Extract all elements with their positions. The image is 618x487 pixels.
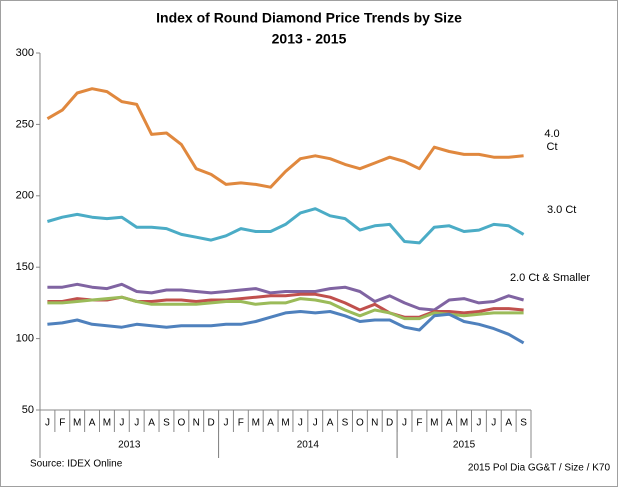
x-tick-label: N: [371, 418, 378, 429]
series-label: 3.0 Ct: [547, 204, 577, 216]
y-tick-label: 250: [16, 118, 34, 130]
x-tick-label: J: [476, 418, 481, 429]
x-tick-label: A: [89, 418, 96, 429]
y-tick-label: 100: [16, 333, 34, 345]
series-line: [46, 207, 525, 245]
series-line: [47, 282, 525, 312]
x-tick-label: F: [416, 418, 422, 429]
x-tick-label: A: [446, 418, 453, 429]
x-tick-label: F: [59, 418, 65, 429]
x-tick-label: A: [148, 418, 155, 429]
x-tick-label: J: [134, 418, 139, 429]
series-label: 4.0 Ct: [544, 128, 560, 153]
x-tick-label: O: [177, 418, 185, 429]
x-tick-label: A: [267, 418, 274, 429]
x-tick-label: F: [238, 418, 244, 429]
x-tick-label: J: [313, 418, 318, 429]
chart-subtitle: 2013 - 2015: [272, 31, 347, 47]
y-tick-label: 200: [16, 190, 34, 202]
x-tick-label: M: [73, 418, 81, 429]
y-tick-label: 150: [16, 261, 34, 273]
x-tick-label: M: [460, 418, 468, 429]
x-tick-label: J: [402, 418, 407, 429]
x-tick-label: J: [45, 418, 50, 429]
x-tick-label: O: [356, 418, 364, 429]
group-label: 2015: [453, 440, 476, 451]
x-tick-label: J: [223, 418, 228, 429]
x-tick-label: M: [252, 418, 260, 429]
note: 2015 Pol Dia GG&T / Size / K70: [468, 463, 611, 474]
x-tick-label: A: [327, 418, 334, 429]
x-tick-label: S: [520, 418, 527, 429]
x-tick-label: J: [298, 418, 303, 429]
chart-title: Index of Round Diamond Price Trends by S…: [156, 10, 462, 26]
x-tick-label: D: [207, 418, 214, 429]
series-label: 2.0 Ct & Smaller: [510, 272, 591, 284]
series-line: [46, 87, 524, 189]
x-tick-label: J: [119, 418, 124, 429]
group-label: 2014: [297, 440, 320, 451]
x-tick-label: M: [103, 418, 111, 429]
x-tick-label: J: [491, 418, 496, 429]
y-tick-label: 50: [22, 404, 34, 416]
x-tick-label: S: [342, 418, 349, 429]
x-tick-label: M: [281, 418, 289, 429]
x-tick-label: A: [505, 418, 512, 429]
group-label: 2013: [118, 440, 141, 451]
x-tick-label: D: [386, 418, 393, 429]
x-tick-label: M: [430, 418, 438, 429]
x-tick-label: S: [163, 418, 170, 429]
source: Source: IDEX Online: [30, 459, 123, 470]
series-line: [47, 310, 525, 345]
y-tick-label: 300: [16, 47, 34, 59]
x-tick-label: N: [193, 418, 200, 429]
